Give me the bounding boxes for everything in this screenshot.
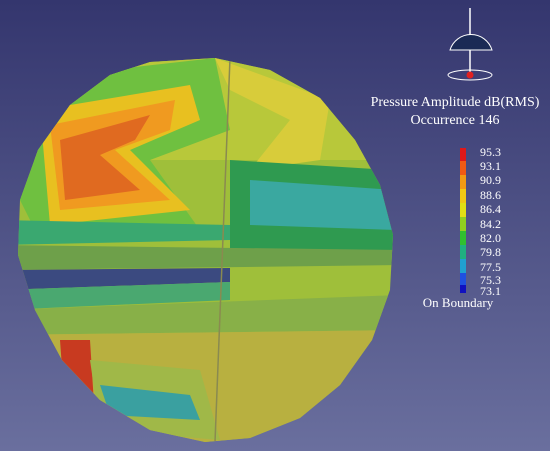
legend-level: 95.3 — [480, 145, 501, 159]
legend-subtitle: Occurrence 146 — [410, 113, 499, 128]
legend-level: 84.2 — [480, 217, 501, 231]
legend-levels: 95.3 93.1 90.9 88.6 86.4 84.2 82.0 79.8 … — [480, 145, 501, 298]
color-bar — [460, 148, 466, 293]
compass — [447, 8, 493, 81]
legend-footer: On Boundary — [423, 295, 494, 310]
legend-level: 77.5 — [480, 260, 501, 274]
legend-level: 88.6 — [480, 188, 501, 202]
legend-level: 90.9 — [480, 173, 501, 187]
legend-level: 79.8 — [480, 245, 501, 259]
legend-level: 86.4 — [480, 202, 501, 216]
legend-level: 75.3 — [480, 273, 501, 287]
legend-level: 82.0 — [480, 231, 501, 245]
sphere-model — [18, 58, 393, 442]
legend-level: 93.1 — [480, 159, 501, 173]
legend-title: Pressure Amplitude dB(RMS) — [371, 95, 540, 110]
legend-level: 73.1 — [480, 284, 501, 298]
